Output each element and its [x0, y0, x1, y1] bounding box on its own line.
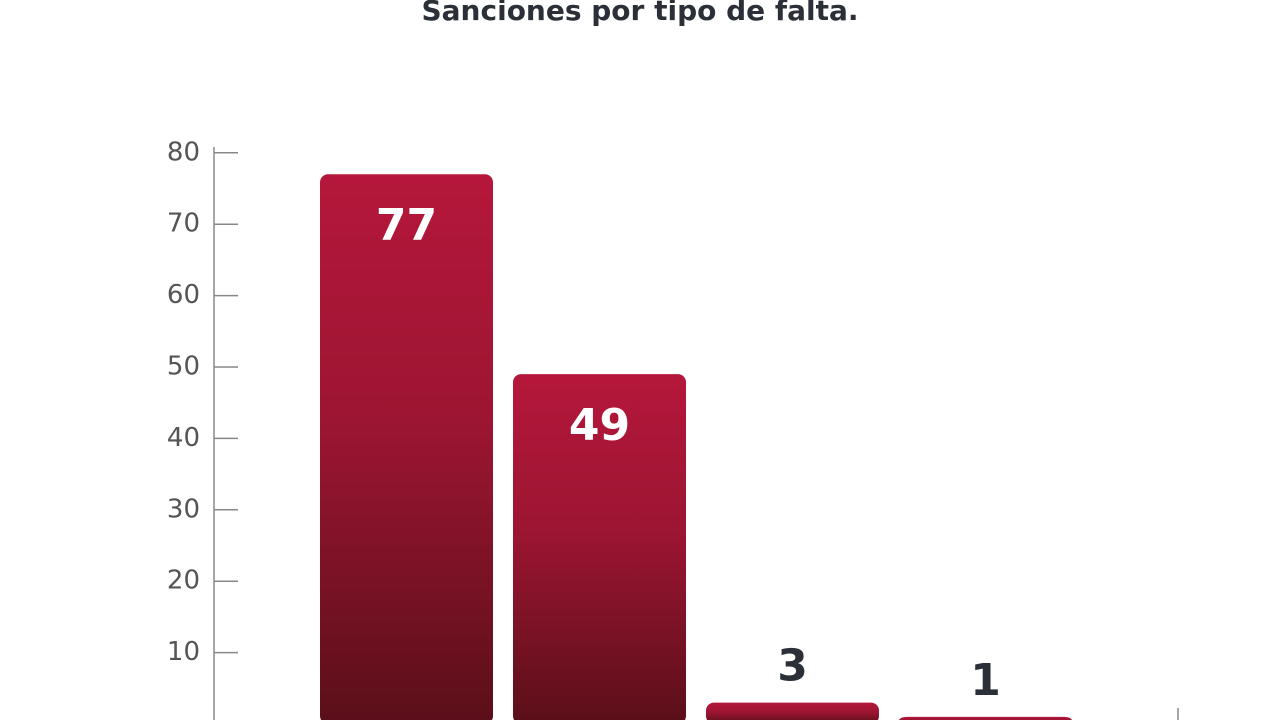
y-tick-label: 10: [167, 637, 200, 667]
y-tick-label: 30: [167, 494, 200, 524]
y-tick-label: 40: [167, 423, 200, 453]
y-tick-label: 50: [167, 352, 200, 382]
bar: [899, 716, 1072, 720]
value-label: 77: [376, 200, 437, 251]
value-label: 1: [970, 655, 1001, 706]
y-tick-label: 80: [167, 137, 200, 167]
chart-title: Sanciones por tipo de falta.: [422, 0, 859, 27]
value-label: 49: [569, 400, 630, 451]
y-tick-label: 70: [167, 209, 200, 239]
value-label: 3: [777, 641, 808, 692]
y-tick-label: 20: [167, 566, 200, 596]
bar: [320, 174, 493, 720]
bar: [706, 702, 879, 720]
bar: [513, 374, 686, 720]
y-tick-label: 60: [167, 280, 200, 310]
